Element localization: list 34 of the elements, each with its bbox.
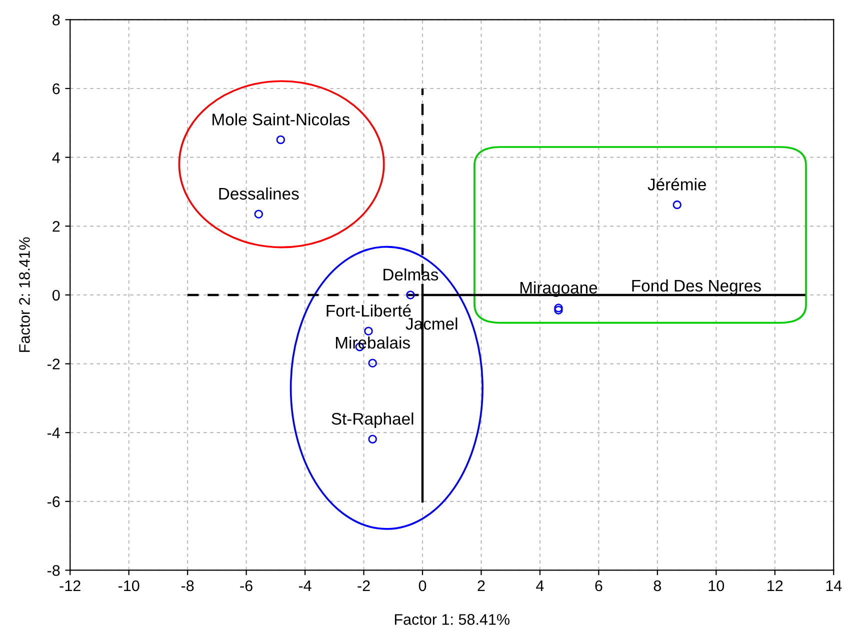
annotation: St-Raphael [332,412,414,428]
y-tick-label: -6 [47,496,60,508]
annotation: Mirebalais [336,336,410,349]
y-tick-label: -2 [47,358,60,370]
x-tick-label: 4 [536,580,544,592]
x-tick-label: 0 [418,580,426,592]
annotation: Jérémie [648,178,706,190]
x-tick-label: 12 [768,580,783,592]
annotation: Delmas [384,268,438,281]
y-tick-label: -8 [47,565,60,576]
x-tick-label: -6 [240,580,252,592]
annotation: Dessalines [219,187,299,200]
x-tick-label: 6 [595,580,602,592]
y-tick-label: 0 [52,290,60,301]
annotation: Fort-Liberté [326,304,411,317]
x-tick-label: 8 [654,580,662,592]
annotation: Fond Des Negres [632,279,761,295]
x-axis-title: Factor 1: 58.41% [394,614,510,625]
x-tick-label: 14 [826,580,842,592]
y-tick-label: 4 [52,152,60,163]
annotation: Mole Saint-Nicolas [212,113,350,126]
y-tick-label: 8 [52,14,60,26]
x-tick-label: -12 [60,580,80,592]
x-tick-label: -8 [181,580,194,592]
y-axis-title: Factor 2: 18.41% [19,237,30,352]
y-tick-label: 2 [52,221,60,232]
x-tick-label: 2 [478,580,485,592]
x-tick-label: -10 [118,580,140,592]
x-tick-label: 10 [708,580,724,592]
annotation: Miragoane [520,281,598,297]
y-tick-label: 6 [52,83,60,94]
x-tick-label: -2 [358,580,370,592]
x-tick-label: -4 [298,580,312,592]
y-tick-label: -4 [47,428,60,438]
